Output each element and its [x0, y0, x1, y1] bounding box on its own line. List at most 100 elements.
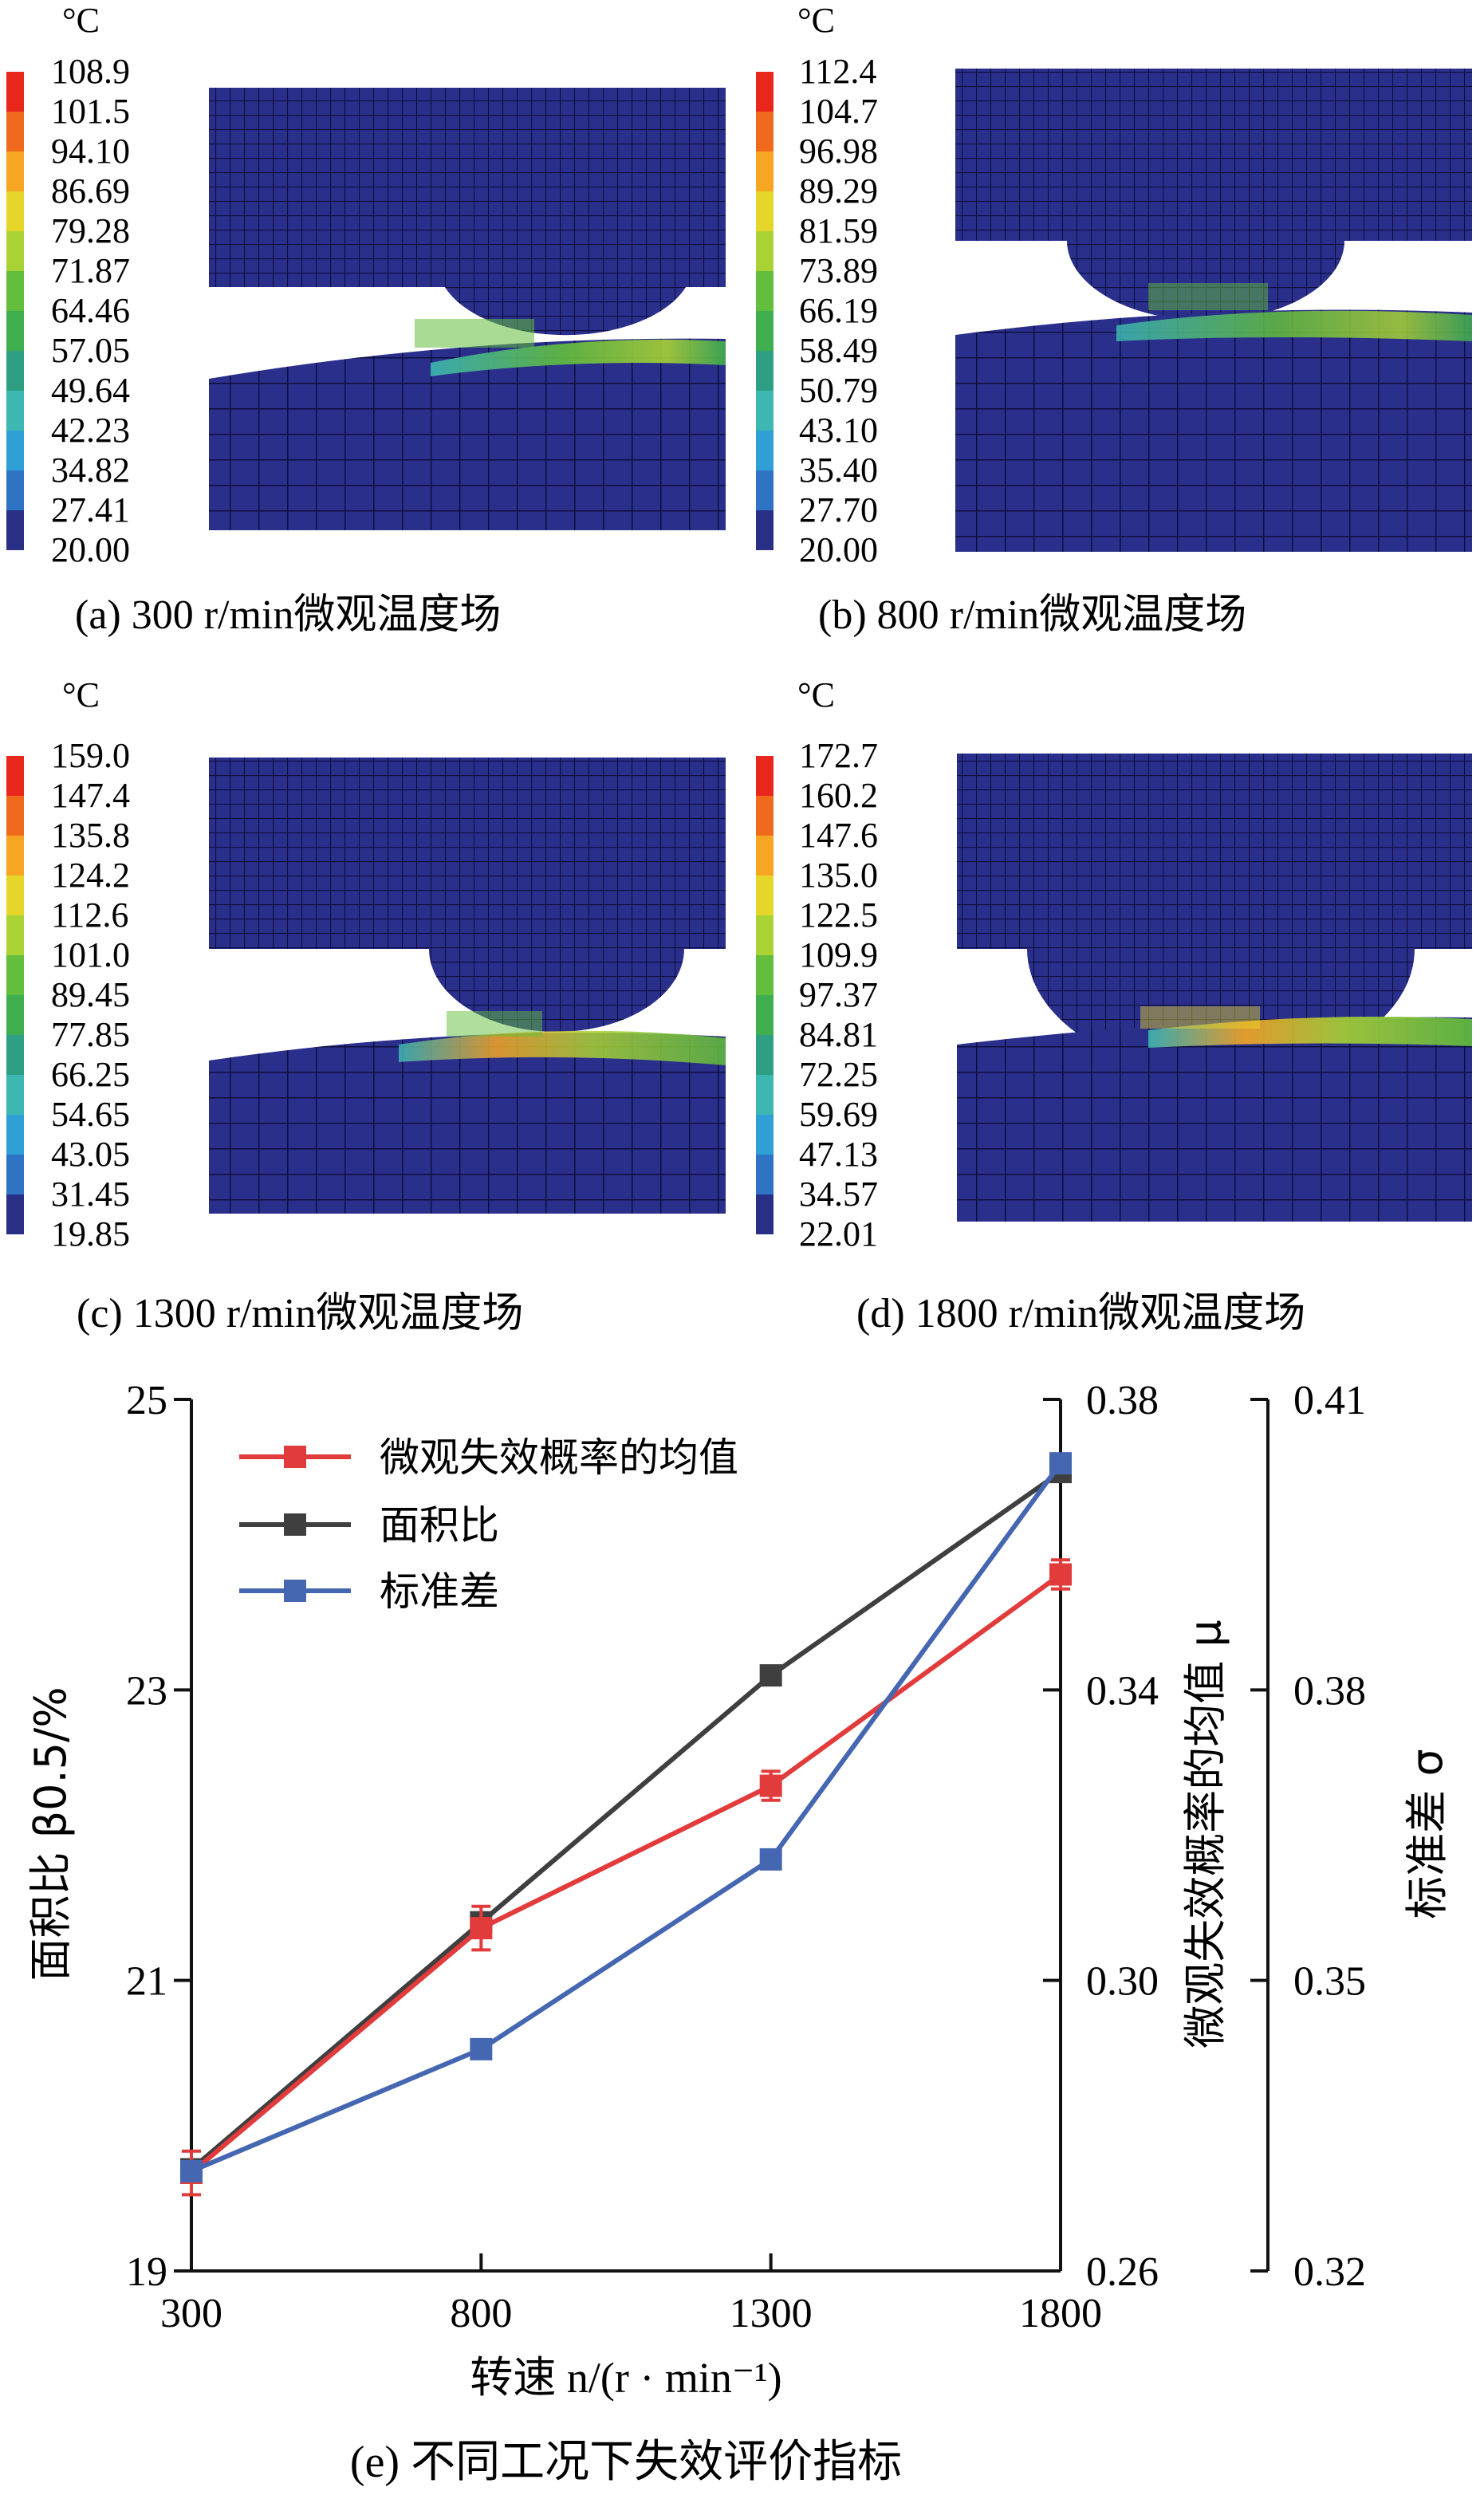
y-tick-label: 0.30 — [1086, 1959, 1159, 2005]
legend-value: 94.10 — [51, 132, 130, 171]
color-legend: 112.4 104.7 96.98 89.29 81.59 73.89 66.1… — [756, 52, 878, 569]
data-point — [1049, 1452, 1072, 1475]
right-axis-label: 标准差 σ — [1402, 1749, 1452, 1919]
data-point — [759, 1664, 782, 1687]
legend-swatch — [756, 1155, 773, 1194]
data-point — [180, 2159, 203, 2182]
legend-swatch — [756, 876, 773, 915]
panel-b: °C 112.4 104.7 96.98 89.29 81.59 73.89 6… — [756, 1, 1472, 638]
legend-swatch — [6, 876, 24, 915]
legend-value: 135.8 — [51, 816, 130, 855]
legend-swatch — [756, 1075, 773, 1115]
unit-label: °C — [62, 1, 100, 40]
y-tick-label: 23 — [126, 1668, 167, 1714]
legend-value: 20.00 — [51, 530, 130, 569]
legend-entry: 面积比 — [239, 1502, 499, 1549]
y-tick-label: 0.34 — [1086, 1668, 1159, 1714]
legend-swatch — [756, 796, 773, 836]
y-tick-label: 0.38 — [1086, 1378, 1159, 1423]
legend-value: 112.6 — [51, 895, 128, 935]
unit-label: °C — [797, 1, 835, 40]
color-legend: 159.0 147.4 135.8 124.2 112.6 101.0 89.4… — [6, 736, 130, 1253]
x-tick-label: 300 — [160, 2291, 222, 2336]
legend-label: 微观失效概率的均值 — [380, 1434, 738, 1481]
legend-swatch — [6, 391, 24, 431]
legend-label: 面积比 — [380, 1502, 499, 1549]
y-tick-label: 19 — [126, 2249, 167, 2295]
x-tick-label: 800 — [450, 2291, 512, 2336]
legend-value: 34.57 — [799, 1175, 878, 1214]
panel-d: °C 172.7 160.2 147.6 135.0 122.5 109.9 9… — [756, 675, 1472, 1336]
legend-swatch — [756, 1115, 773, 1155]
color-legend: 172.7 160.2 147.6 135.0 122.5 109.9 97.3… — [756, 736, 878, 1253]
legend-swatch — [6, 995, 24, 1035]
legend-value: 147.4 — [51, 776, 130, 815]
x-axis-label: 转速 n/(r · min⁻¹) — [470, 2354, 781, 2402]
legend-swatch — [6, 231, 24, 271]
y-tick-label: 21 — [126, 1959, 167, 2005]
legend-swatch — [6, 955, 24, 995]
legend-swatch — [6, 72, 24, 112]
legend-swatch — [756, 231, 773, 271]
series-layer — [180, 1452, 1072, 2197]
legend-entry: 标准差 — [239, 1568, 499, 1615]
legend-value: 172.7 — [799, 736, 878, 775]
series-line — [190, 1470, 1062, 2171]
legend-swatch — [756, 152, 773, 191]
legend-value: 20.00 — [799, 530, 878, 569]
legend-value: 72.25 — [799, 1055, 878, 1094]
panel-c: °C 159.0 147.4 135.8 124.2 112.6 101.0 8… — [6, 675, 726, 1336]
series-line — [190, 1572, 1062, 2175]
legend-swatch — [756, 995, 773, 1035]
legend-swatch — [756, 756, 773, 796]
x-axis-ticks: 300 800 1300 1800 — [160, 2253, 1102, 2336]
y-tick-label: 0.32 — [1293, 2249, 1366, 2295]
left-axis-ticks: 19 21 23 25 — [126, 1378, 191, 2295]
legend-swatch — [756, 470, 773, 510]
legend-value: 96.98 — [799, 132, 878, 171]
legend-value: 54.65 — [51, 1095, 130, 1134]
legend-swatch — [6, 915, 24, 955]
legend-value: 160.2 — [799, 776, 878, 815]
legend-swatch — [6, 510, 24, 550]
legend-value: 43.10 — [799, 411, 878, 450]
unit-label: °C — [797, 675, 835, 714]
data-point — [759, 1848, 782, 1871]
y-tick-label: 0.38 — [1293, 1668, 1366, 1714]
legend-swatch — [756, 112, 773, 152]
legend-value: 159.0 — [51, 736, 130, 775]
temperature-field-mesh — [955, 69, 1472, 552]
y-tick-label: 0.35 — [1293, 1959, 1366, 2005]
x-tick-label: 1800 — [1019, 2291, 1102, 2336]
legend-value: 77.85 — [51, 1015, 130, 1054]
legend-value: 104.7 — [799, 92, 878, 131]
legend-swatch — [6, 271, 24, 311]
data-point — [470, 2037, 493, 2060]
legend-value: 31.45 — [51, 1175, 130, 1214]
legend-value: 108.9 — [51, 52, 130, 91]
legend-value: 64.46 — [51, 291, 130, 330]
temperature-field-mesh — [957, 754, 1472, 1222]
temperature-field-mesh — [209, 758, 726, 1214]
temperature-field-mesh — [209, 88, 726, 530]
legend-value: 42.23 — [51, 411, 130, 450]
legend-value: 101.0 — [51, 935, 130, 974]
color-legend: 108.9 101.5 94.10 86.69 79.28 71.87 64.4… — [6, 52, 130, 569]
legend-swatch — [756, 72, 773, 112]
legend-swatch — [6, 431, 24, 470]
legend-value: 112.4 — [799, 52, 876, 91]
panel-caption: (c) 1300 r/min微观温度场 — [77, 1291, 523, 1336]
legend-value: 84.81 — [799, 1015, 878, 1054]
legend-value: 89.29 — [799, 171, 878, 211]
legend-value: 22.01 — [799, 1214, 878, 1253]
legend-value: 135.0 — [799, 856, 878, 895]
legend-swatch — [756, 271, 773, 311]
data-point — [470, 1917, 493, 1940]
y-tick-label: 25 — [126, 1378, 167, 1423]
legend-swatch — [756, 351, 773, 391]
panel-a: °C 108.9 101.5 94.10 86.69 79.28 71.87 6… — [6, 1, 726, 638]
legend-value: 19.85 — [51, 1214, 130, 1253]
x-tick-label: 1300 — [730, 2291, 813, 2336]
panel-caption: (a) 300 r/min微观温度场 — [75, 592, 501, 638]
legend-value: 109.9 — [799, 935, 878, 974]
